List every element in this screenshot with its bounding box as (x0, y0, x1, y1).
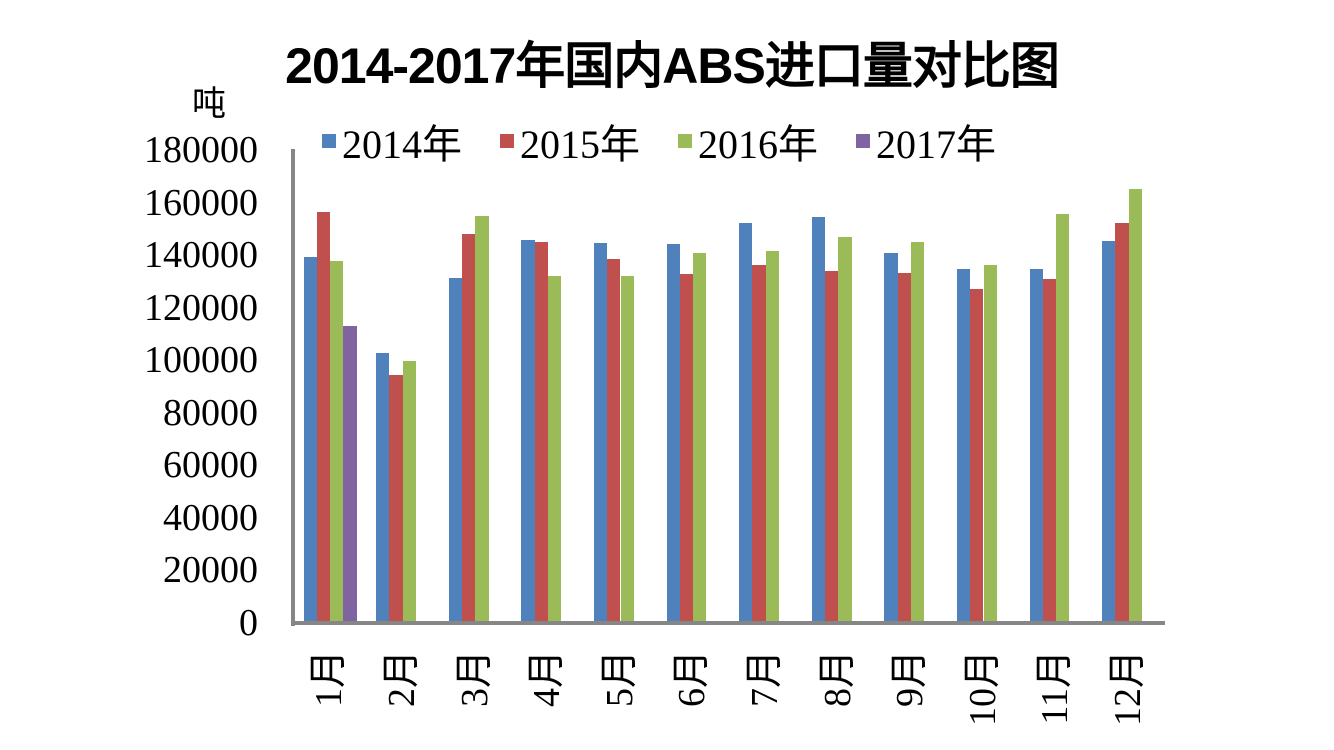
x-tick-label: 1月 (308, 650, 351, 708)
legend-swatch-icon (500, 134, 514, 148)
y-tick-label: 180000 (144, 129, 258, 171)
bar (534, 242, 548, 623)
bar (1102, 241, 1116, 623)
chart-title: 2014-2017年国内ABS进口量对比图 (285, 38, 1060, 94)
x-tick-label: 10月 (961, 650, 1004, 727)
x-tick-label: 11月 (1034, 650, 1077, 725)
bar (343, 325, 357, 623)
legend-label: 2014年 (342, 122, 462, 167)
bar (983, 264, 997, 623)
bar (666, 243, 680, 623)
bar (303, 256, 317, 623)
legend-swatch-icon (678, 134, 692, 148)
bar (693, 252, 707, 623)
bar (910, 241, 925, 623)
bar (765, 250, 779, 623)
bar (521, 240, 535, 623)
bar (1029, 268, 1043, 623)
bar (884, 252, 898, 623)
bar (448, 277, 462, 623)
x-tick-label: 2月 (380, 650, 423, 708)
bar (739, 223, 753, 623)
y-tick-label: 0 (239, 602, 258, 644)
x-tick-label: 4月 (526, 650, 569, 708)
x-tick-label: 7月 (743, 650, 786, 708)
x-tick-label: 3月 (453, 650, 496, 708)
bar (956, 268, 971, 623)
legend-item: 2017年 (856, 112, 996, 170)
y-axis-unit-label: 吨 (192, 86, 226, 123)
bar (752, 265, 766, 623)
bar (970, 289, 984, 623)
x-tick-label: 5月 (598, 650, 641, 708)
legend-label: 2016年 (698, 122, 818, 167)
legend-swatch-icon (322, 134, 336, 148)
bar (376, 353, 390, 623)
bar (389, 374, 403, 623)
bar (897, 273, 911, 623)
bar (316, 212, 331, 623)
bar (547, 276, 562, 623)
bar (679, 274, 694, 623)
y-tick-label: 140000 (144, 234, 258, 277)
legend-item: 2016年 (678, 112, 818, 170)
y-tick-label: 60000 (163, 444, 258, 487)
y-tick-label: 120000 (144, 286, 258, 329)
bar (593, 243, 608, 623)
x-tick-label: 6月 (671, 650, 714, 708)
x-tick-label: 8月 (816, 650, 859, 708)
y-tick-label: 80000 (163, 391, 258, 434)
bar (1042, 279, 1057, 623)
bar (1128, 189, 1142, 623)
y-tick-label: 40000 (163, 496, 258, 539)
y-tick-label: 100000 (144, 339, 258, 382)
bar (620, 276, 634, 623)
bar (838, 237, 852, 623)
x-axis-line (291, 621, 1165, 625)
bar (330, 261, 344, 623)
legend: 2014年 2015年 2016年 2017年 (322, 112, 1034, 170)
y-axis-line (291, 149, 295, 626)
bar (475, 215, 489, 623)
bar (607, 259, 621, 623)
legend-item: 2014年 (322, 112, 462, 170)
bar (1056, 214, 1070, 623)
bar (825, 270, 839, 623)
x-tick-label: 12月 (1106, 650, 1149, 727)
x-tick-label: 9月 (889, 650, 932, 708)
legend-item: 2015年 (500, 112, 640, 170)
legend-label: 2015年 (520, 122, 640, 167)
y-tick-label: 160000 (144, 181, 258, 224)
legend-swatch-icon (856, 134, 870, 148)
bar (462, 234, 476, 623)
bar (402, 361, 416, 623)
bar (811, 217, 825, 623)
legend-label: 2017年 (876, 122, 996, 167)
y-tick-label: 20000 (163, 549, 258, 592)
bar (1115, 223, 1129, 623)
